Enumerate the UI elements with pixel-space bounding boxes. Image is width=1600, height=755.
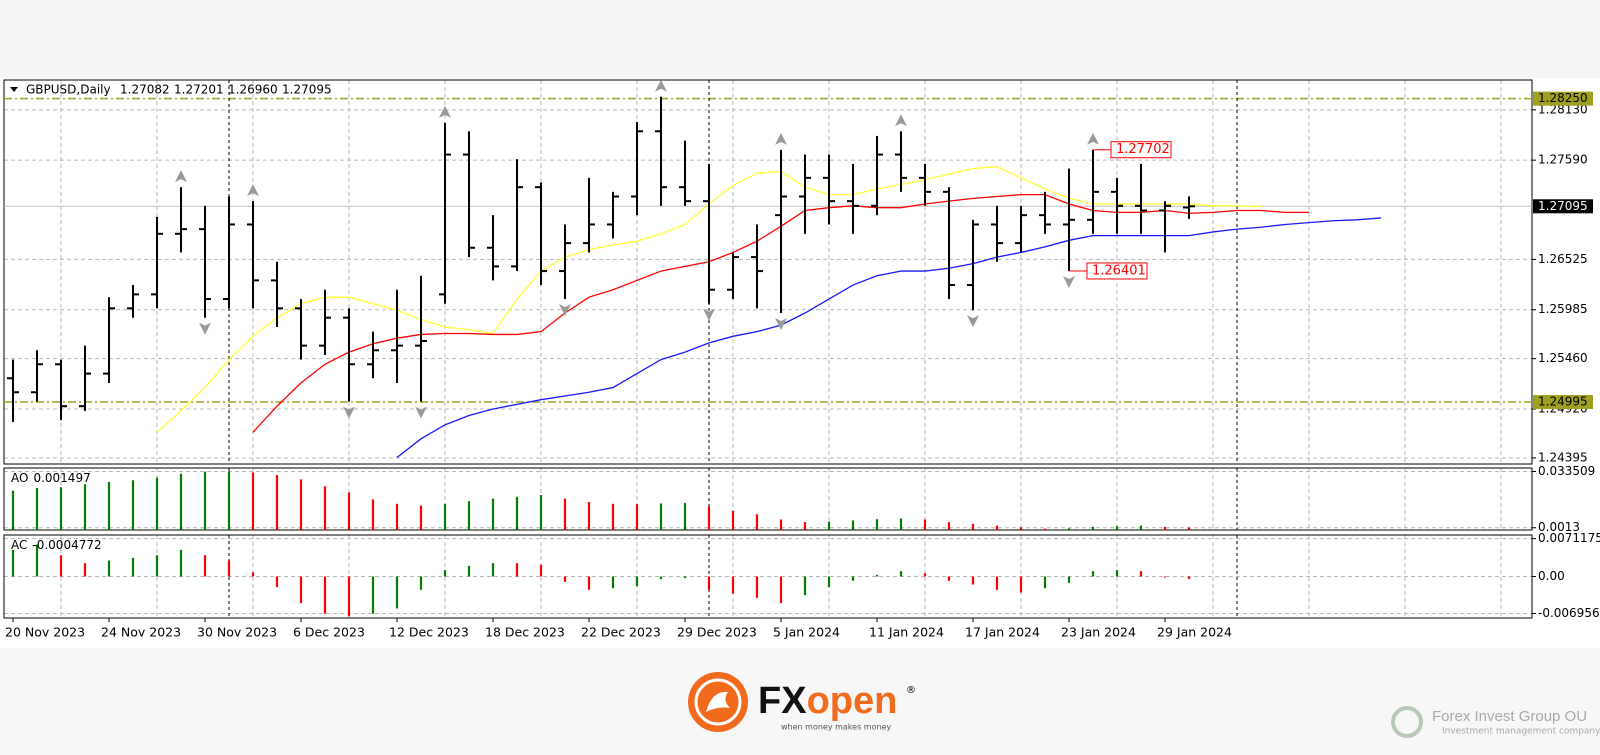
header-value: 1.27201	[174, 83, 224, 97]
current-price-label: 1.27095	[1538, 199, 1588, 213]
company-tagline: Investment management company	[1442, 727, 1600, 737]
x-tick-label: 6 Dec 2023	[293, 625, 365, 640]
logo-dragon	[706, 691, 730, 712]
header-value: 1.27082	[120, 83, 170, 97]
fractal-up	[247, 184, 259, 197]
fractal-down	[559, 304, 571, 317]
indicator-label: AC -0.0004772	[11, 538, 102, 552]
level-label: 1.24995	[1538, 395, 1588, 409]
header-arrow	[10, 87, 18, 92]
level-label-box	[1533, 91, 1593, 106]
y-tick-label: -0.006956	[1538, 606, 1600, 620]
y-tick-label: 0.033509	[1538, 464, 1595, 478]
fractal-up	[175, 170, 187, 183]
indicator-name: AO	[11, 471, 28, 485]
company-emblem	[1391, 706, 1423, 738]
y-tick-label: 0.0071175	[1538, 531, 1600, 545]
x-tick-label: 18 Dec 2023	[485, 625, 565, 640]
logo-emblem-ring	[694, 678, 742, 726]
x-tick-label: 23 Jan 2024	[1061, 625, 1136, 640]
panel-frame	[3, 467, 1533, 531]
header-value: 1.26960	[228, 83, 278, 97]
y-tick-label: 1.25460	[1538, 351, 1588, 365]
y-tick-label: 1.27590	[1538, 153, 1588, 167]
chart-area	[0, 78, 1600, 648]
fractal-up	[655, 79, 667, 92]
fractal-down	[775, 318, 787, 331]
logo-registered: ®	[906, 685, 916, 696]
fractal-up	[895, 114, 907, 127]
annotation-box	[1110, 141, 1172, 159]
indicator-value: -0.0004772	[32, 538, 101, 552]
x-tick-label: 22 Dec 2023	[581, 625, 661, 640]
fractal-down	[415, 406, 427, 419]
y-tick-label: 1.28130	[1538, 102, 1588, 116]
fractal-down	[1063, 275, 1075, 288]
fractal-up	[775, 132, 787, 145]
top-bar	[0, 0, 1600, 78]
level-label-box	[1533, 395, 1593, 410]
footer	[0, 648, 1600, 755]
x-tick-label: 29 Jan 2024	[1157, 625, 1232, 640]
annotation-box	[1086, 262, 1148, 280]
fractal-down	[967, 315, 979, 328]
y-tick-label: 0.0013	[1538, 520, 1580, 534]
ma-line	[396, 217, 1382, 458]
fractal-down	[343, 406, 355, 419]
indicator-name: AC	[11, 538, 27, 552]
y-tick-label: 0.00	[1538, 569, 1565, 583]
x-tick-label: 11 Jan 2024	[869, 625, 944, 640]
x-tick-label: 30 Nov 2023	[197, 625, 277, 640]
indicator-value: 0.001497	[33, 471, 90, 485]
level-label: 1.28250	[1538, 91, 1588, 105]
x-tick-label: 5 Jan 2024	[773, 625, 840, 640]
fractal-down	[199, 322, 211, 335]
header-value: 1.27095	[282, 83, 332, 97]
indicator-label: AO 0.001497	[11, 471, 91, 485]
footer-branding: FXopen ® when money makes money Forex In…	[688, 672, 1600, 738]
x-tick-label: 17 Jan 2024	[965, 625, 1040, 640]
x-tick-label: 24 Nov 2023	[101, 625, 181, 640]
y-tick-label: 1.24395	[1538, 450, 1588, 464]
plot-layer: 1.28130 1.27590 1.26525 1.25985 1.25460 1.249…	[3, 79, 1600, 640]
fractal-down	[703, 308, 715, 321]
annotation-label: 1.27702	[1116, 142, 1170, 157]
logo-tagline: when money makes money	[781, 723, 891, 732]
x-tick-label: 20 Nov 2023	[5, 625, 85, 640]
fractal-up	[1087, 132, 1099, 145]
panel-frame	[3, 534, 1533, 619]
company-name: Forex Invest Group OU	[1432, 708, 1587, 725]
header-symbol: GBPUSD,Daily	[26, 83, 111, 97]
logo-text: FXopen	[758, 680, 897, 722]
fractal-up	[439, 105, 451, 118]
annotation-label: 1.26401	[1092, 263, 1146, 278]
panel-frame	[3, 79, 1533, 465]
y-tick-label: 1.25985	[1538, 302, 1588, 316]
current-price-box	[1533, 199, 1593, 214]
x-tick-label: 29 Dec 2023	[677, 625, 757, 640]
x-tick-label: 12 Dec 2023	[389, 625, 469, 640]
y-tick-label: 1.26525	[1538, 252, 1588, 266]
